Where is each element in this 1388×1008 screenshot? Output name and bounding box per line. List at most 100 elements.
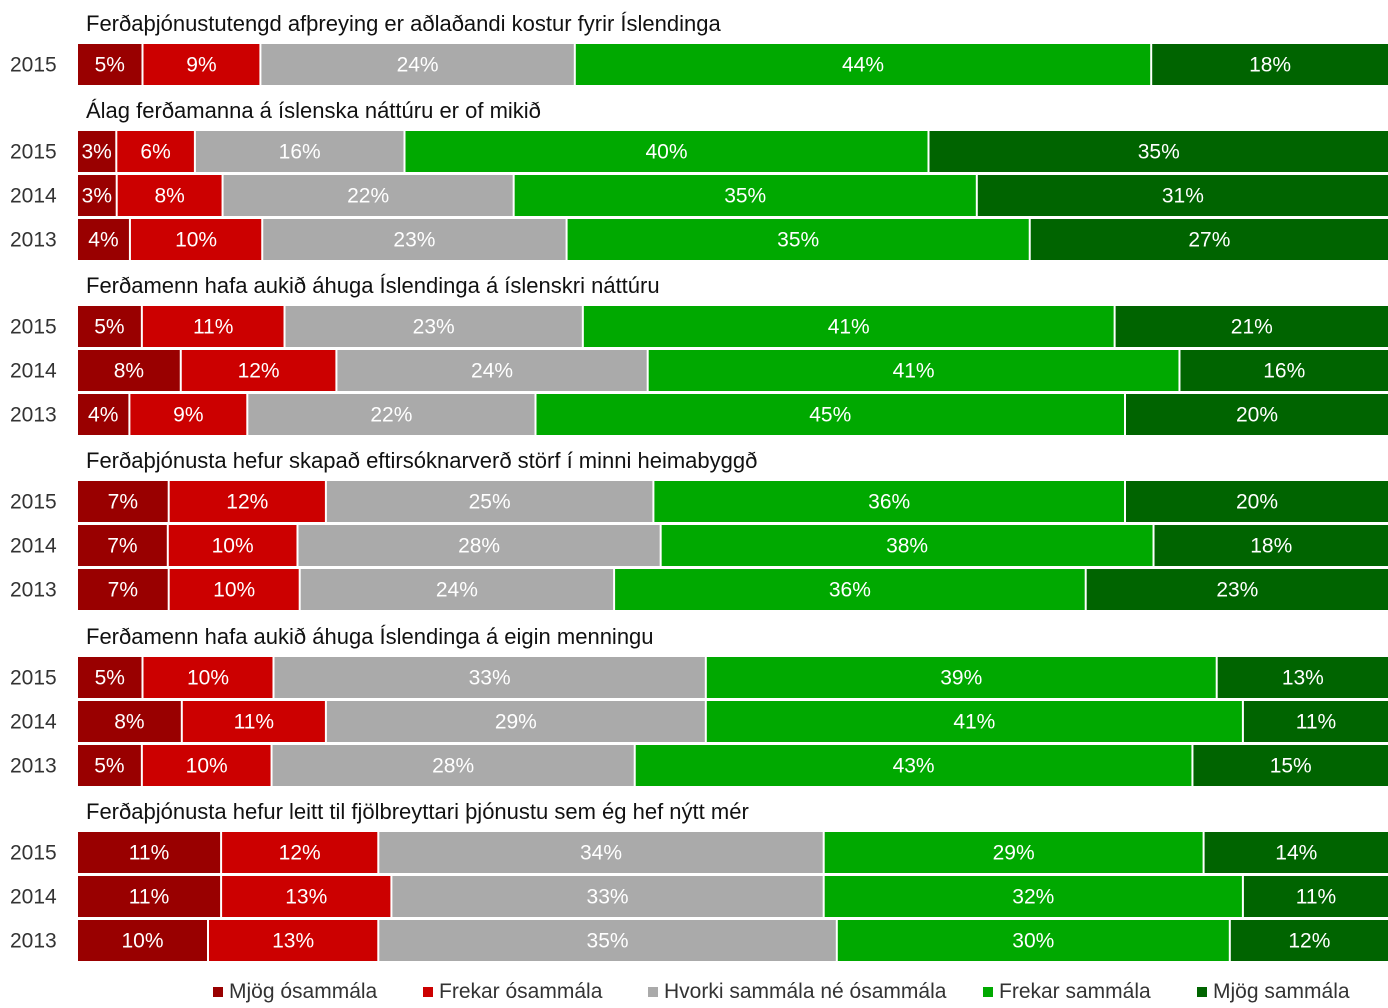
year-label: 2015 [10,141,57,164]
data-label: 44% [842,54,884,77]
bar-row: 2015 5% 11% 23% 41% 21% [10,306,1388,347]
bar-row: 2014 11% 13% 33% 32% 11% [10,876,1388,917]
data-label: 11% [129,842,169,865]
bar-segment [1126,481,1388,522]
bar-row: 2015 5% 9% 24% 44% 18% [10,44,1388,85]
data-label: 15% [1270,755,1312,778]
data-label: 31% [1162,185,1204,208]
data-label: 43% [893,755,935,778]
data-label: 12% [226,491,268,514]
year-label: 2013 [10,229,57,252]
data-label: 35% [777,229,819,252]
data-label: 23% [393,229,435,252]
data-label: 5% [95,54,125,77]
data-label: 20% [1236,491,1278,514]
data-label: 24% [471,360,513,383]
statement-title: Ferðaþjónusta hefur leitt til fjölbreytt… [86,799,749,824]
statement-group: Ferðaþjónusta hefur leitt til fjölbreytt… [10,799,1388,961]
bar-segment [1154,525,1388,566]
bar-segment [117,175,222,216]
data-label: 35% [1138,141,1180,164]
bar-row: 2015 7% 12% 25% 36% 20% [10,481,1388,522]
data-label: 5% [94,755,124,778]
bar-row: 2013 10% 13% 35% 30% 12% [10,920,1388,961]
bar-segment [285,306,582,347]
bar-segment [706,657,1216,698]
data-label: 36% [868,491,910,514]
data-label: 12% [238,360,280,383]
data-label: 28% [458,535,500,558]
bar-segment [536,394,1124,435]
bar-segment [567,219,1029,260]
legend-label: Hvorki sammála né ósammála [664,980,947,1003]
bar-segment [326,481,653,522]
data-label: 3% [82,185,112,208]
data-label: 16% [279,141,321,164]
bar-segment [143,44,260,85]
data-label: 13% [272,930,314,953]
bar-segment [635,745,1192,786]
bar-segment [379,920,836,961]
data-label: 41% [828,316,870,339]
legend: Mjög ósammála Frekar ósammála Hvorki sammá… [213,980,1350,1003]
statement-group: Ferðaþjónustutengd afþreying er aðlaðand… [10,11,1388,85]
data-label: 23% [1216,579,1258,602]
data-label: 18% [1250,535,1292,558]
bar-segment [514,175,976,216]
data-label: 10% [175,229,217,252]
data-label: 12% [1288,930,1330,953]
bar-segment [78,745,141,786]
bar-segment [130,394,247,435]
bar-row: 2013 5% 10% 28% 43% 15% [10,745,1388,786]
bar-segment [654,481,1124,522]
data-label: 30% [1012,930,1054,953]
bar-segment [169,481,325,522]
bar-row: 2014 8% 12% 24% 41% 16% [10,350,1388,391]
legend-swatch [983,987,993,997]
bar-segment [1193,745,1388,786]
bar-row: 2013 4% 9% 22% 45% 20% [10,394,1388,435]
bar-segment [169,569,299,610]
bar-segment [929,131,1388,172]
bar-row: 2015 5% 10% 33% 39% 13% [10,657,1388,698]
data-label: 4% [88,229,118,252]
data-label: 40% [645,141,687,164]
statement-title: Ferðaþjónustutengd afþreying er aðlaðand… [86,11,721,36]
bar-segment [824,876,1242,917]
bar-segment [78,569,168,610]
data-label: 14% [1275,842,1317,865]
bar-segment [117,131,194,172]
data-label: 41% [953,711,995,734]
statement-group: Ferðamenn hafa aukið áhuga Íslendinga á … [10,273,1388,435]
year-label: 2013 [10,404,57,427]
statement-group: Álag ferðamanna á íslenska náttúru er of… [10,98,1388,260]
bar-segment [1030,219,1388,260]
year-label: 2015 [10,667,57,690]
data-label: 24% [436,579,478,602]
bar-segment [181,350,336,391]
legend-item: Hvorki sammála né ósammála [648,980,947,1003]
data-label: 7% [108,579,138,602]
data-label: 4% [88,404,118,427]
bar-segment [263,219,566,260]
bar-segment [78,876,221,917]
legend-swatch [648,987,658,997]
bar-segment [1126,394,1388,435]
year-label: 2015 [10,842,57,865]
data-label: 9% [186,54,216,77]
data-label: 11% [1296,886,1336,909]
data-label: 29% [495,711,537,734]
bar-segment [78,131,116,172]
legend-item: Frekar sammála [983,980,1151,1003]
year-label: 2014 [10,360,57,383]
legend-item: Mjög ósammála [213,980,378,1003]
bar-segment [222,876,391,917]
data-label: 33% [587,886,629,909]
data-label: 36% [829,579,871,602]
bar-segment [130,219,262,260]
data-label: 13% [285,886,327,909]
data-label: 5% [95,667,125,690]
data-label: 25% [469,491,511,514]
bar-segment [648,350,1179,391]
data-label: 28% [432,755,474,778]
